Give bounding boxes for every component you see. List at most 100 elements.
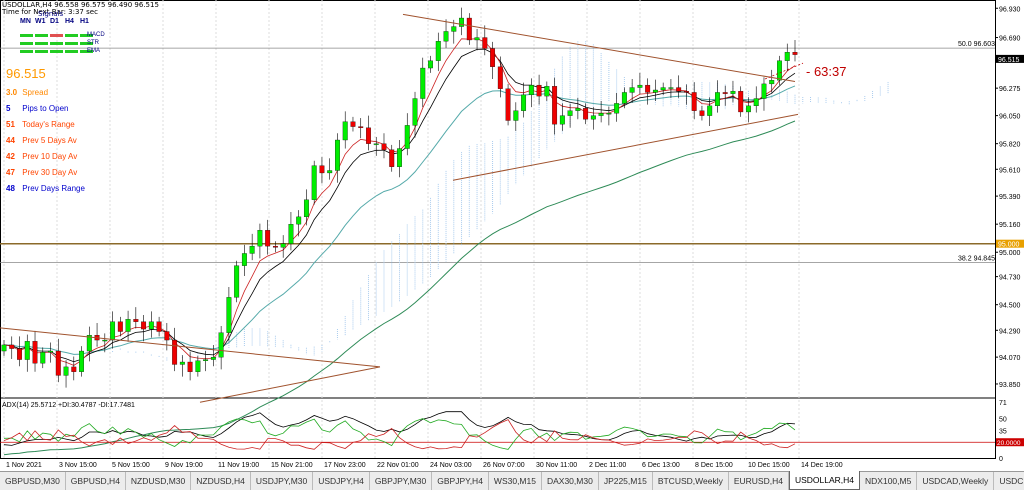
signal-label: EMA	[87, 48, 101, 54]
level-price-box	[996, 239, 1024, 248]
stat-label: Prev 10 Day Av	[20, 152, 78, 161]
candle-body	[676, 87, 682, 92]
candle-body	[621, 92, 627, 104]
signal-cell	[80, 34, 93, 37]
candle-body	[86, 335, 92, 352]
x-tick-label: 17 Nov 23:00	[324, 462, 366, 469]
candle-body	[218, 332, 224, 358]
candle-body	[629, 87, 635, 93]
adx-line	[3, 411, 796, 446]
stat-value: 47	[6, 168, 15, 177]
stat-value: 44	[6, 136, 15, 145]
signal-cell	[35, 50, 48, 53]
candle-body	[583, 108, 589, 120]
candle-body	[521, 94, 527, 111]
signal-cell	[65, 34, 78, 37]
adx-y-label: 71	[999, 400, 1007, 407]
chart-tab[interactable]: GBPJPY,M30	[370, 472, 433, 490]
ema-mid-line	[3, 85, 796, 355]
candle-body	[784, 52, 790, 61]
chart-tab[interactable]: GBPJPY,H4	[432, 472, 489, 490]
chart-tab[interactable]: GBPUSD,H4	[66, 472, 126, 490]
candle-body	[552, 86, 558, 125]
candle-body	[187, 361, 193, 372]
candle-body	[707, 105, 713, 116]
stat-label: Prev Days Range	[20, 184, 85, 193]
chart-tab[interactable]: EURUSD,H4	[729, 472, 789, 490]
signal-cell	[80, 42, 93, 45]
y-tick-label: 96.930	[999, 6, 1021, 13]
y-tick-label: 95.000	[999, 250, 1021, 257]
candle-body	[753, 98, 759, 107]
stat-value: 3.0	[6, 88, 18, 97]
current-price: 96.515	[6, 66, 46, 81]
bar-timer: Time for Next Bar: 3:37 sec	[2, 8, 98, 16]
candle-body	[125, 319, 131, 332]
candle-body	[544, 86, 550, 97]
chart-tab[interactable]: USDCAD,Weekly	[917, 472, 995, 490]
candle-body	[288, 224, 294, 244]
candle-body	[195, 360, 201, 372]
chart-tab[interactable]: WS30,M15	[489, 472, 542, 490]
candle-body	[148, 321, 154, 330]
candle-body	[769, 80, 775, 85]
candle-body	[490, 48, 496, 67]
candle-body	[730, 91, 736, 94]
candle-body	[389, 149, 395, 167]
x-tick-label: 5 Nov 15:00	[112, 462, 150, 469]
candle-body	[652, 89, 658, 93]
stat-value: 5	[6, 104, 11, 113]
chart-tab[interactable]: USDJPY,H4	[313, 472, 370, 490]
adx-y-label: 0	[999, 456, 1003, 463]
adx-threshold-box	[996, 438, 1024, 447]
candle-body	[234, 265, 240, 298]
chart-tab[interactable]: JP225,M15	[599, 472, 653, 490]
fib-level-label: 38.2 94.845	[958, 256, 995, 263]
y-tick-label: 94.070	[999, 355, 1021, 362]
signal-cell	[20, 42, 33, 45]
signal-cell	[65, 50, 78, 53]
chart-tab[interactable]: USDJPY,M30	[251, 472, 314, 490]
candle-body	[117, 321, 123, 332]
stat-row: 3.0 Spread	[6, 85, 85, 101]
chart-tab[interactable]: GBPUSD,M30	[0, 472, 66, 490]
adx-threshold-label: 20.0000	[997, 440, 1021, 447]
y-tick-label: 96.050	[999, 114, 1021, 121]
signal-cell	[20, 34, 33, 37]
minus-di-line	[3, 419, 796, 450]
adx-y-label: 35	[999, 428, 1007, 435]
candle-body	[280, 243, 286, 248]
candle-body	[319, 165, 325, 174]
x-tick-label: 30 Nov 11:00	[536, 462, 577, 469]
chart-tab[interactable]: NZDUSD,H4	[191, 472, 251, 490]
chart-tab[interactable]: USDOLLAR,H4	[788, 471, 861, 490]
y-tick-label: 96.275	[999, 86, 1021, 93]
tf-mn: MN	[20, 18, 31, 25]
candle-body	[451, 26, 457, 32]
chart-tab[interactable]: DAX30,M30	[542, 472, 599, 490]
tf-w1: W1	[35, 18, 46, 25]
y-tick-label: 94.730	[999, 275, 1021, 282]
price-chart[interactable]: 1 Nov 2021 3 Nov 15:00 5 Nov 15:00 9 Nov 19…	[0, 0, 1024, 471]
signals-title: Signals	[38, 10, 64, 18]
candle-body	[210, 356, 216, 360]
x-tick-label: 14 Dec 19:00	[801, 462, 843, 469]
candle-body	[777, 60, 782, 81]
chart-tab[interactable]: NZDUSD,M30	[126, 472, 192, 490]
adx-y-label: 50	[999, 417, 1007, 424]
stat-label: Prev 30 Day Av	[20, 168, 78, 177]
chart-tab[interactable]: USDCHF,Daily	[994, 472, 1024, 490]
y-tick-label: 95.390	[999, 194, 1021, 201]
tf-d1: D1	[50, 18, 59, 25]
candle-body	[335, 139, 340, 171]
candle-body	[32, 341, 38, 364]
tf-h1: H1	[80, 18, 89, 25]
signal-cell	[35, 42, 48, 45]
stat-label: Today's Range	[20, 120, 75, 129]
candle-body	[17, 348, 22, 360]
chart-tab[interactable]: BTCUSD,Weekly	[653, 472, 729, 490]
current-price-box	[996, 54, 1024, 63]
chart-tab[interactable]: NDX100,M5	[860, 472, 918, 490]
tf-h4: H4	[65, 18, 74, 25]
candle-body	[722, 92, 728, 94]
